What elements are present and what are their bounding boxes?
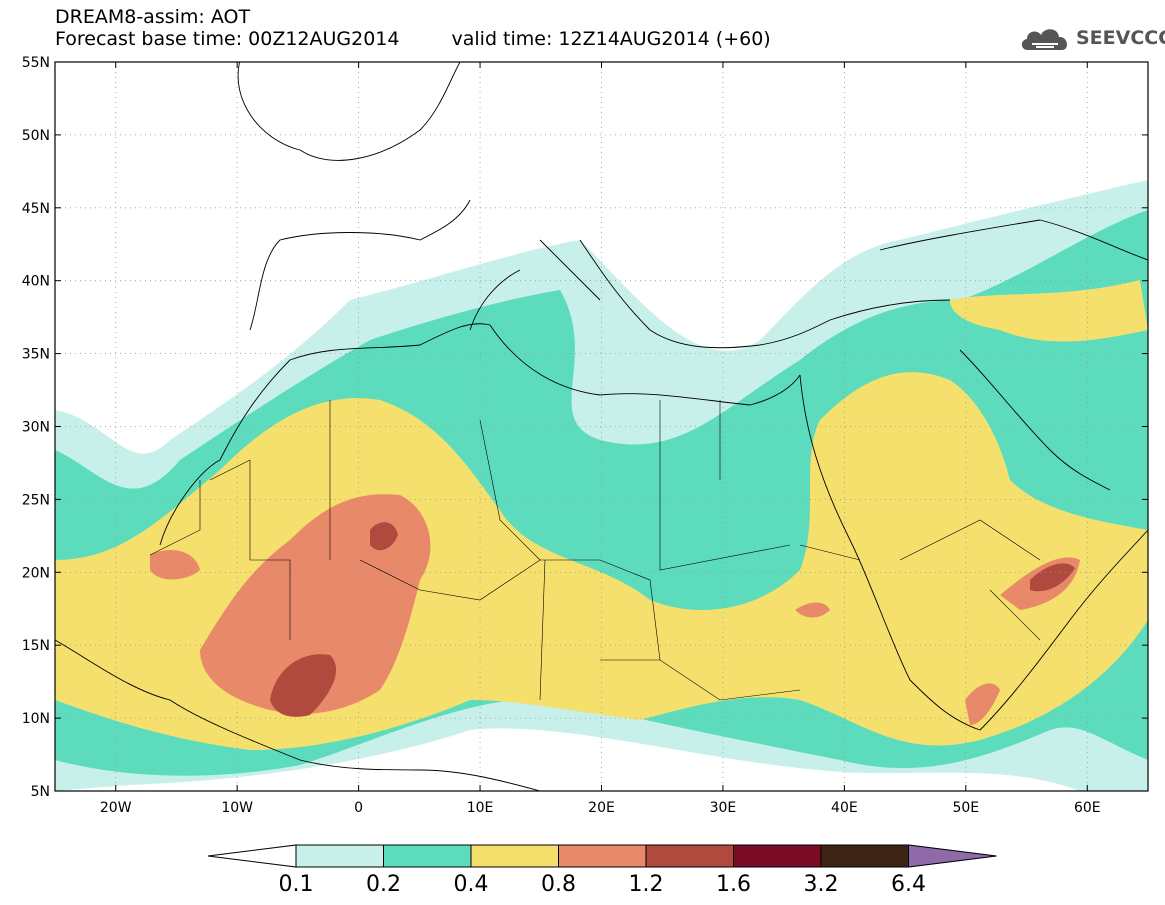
colorbar-label: 0.4 (454, 872, 489, 897)
lat-tick-label: 30N (22, 420, 50, 436)
lon-tick-label: 20E (588, 800, 615, 816)
aot-contour-1.2-north (370, 522, 398, 551)
colorbar-swatch (733, 844, 822, 868)
lat-tick-label: 25N (22, 492, 50, 508)
lon-tick-label: 40E (831, 800, 858, 816)
aot-field (55, 180, 1148, 791)
aot-contour-0.4-mideast (950, 280, 1148, 342)
lat-tick-label: 15N (22, 638, 50, 654)
lat-tick-label: 10N (22, 711, 50, 727)
colorbar-high-arrow (908, 844, 997, 868)
base-time: Forecast base time: 00Z12AUG2014 (55, 28, 400, 50)
colorbar-swatch (470, 844, 559, 868)
lat-tick-label: 55N (22, 55, 50, 71)
lat-tick-label: 45N (22, 201, 50, 217)
lon-tick-label: 0 (354, 800, 363, 816)
lat-tick-label: 40N (22, 274, 50, 290)
colorbar-label: 0.1 (279, 872, 314, 897)
aot-contour-0.8-west (150, 550, 200, 580)
title-block: DREAM8-assim: AOT Forecast base time: 00… (55, 6, 771, 50)
colorbar-label: 3.2 (804, 872, 839, 897)
aot-contour-1.2-oman (1030, 563, 1075, 592)
colorbar-low-arrow (207, 844, 297, 868)
colorbar-labels: 0.1 0.2 0.4 0.8 1.2 1.6 3.2 6.4 (279, 872, 927, 897)
lat-tick-label: 35N (22, 347, 50, 363)
lat-tick-label: 5N (31, 784, 50, 800)
colorbar-label: 0.2 (366, 872, 401, 897)
time-line: Forecast base time: 00Z12AUG2014 valid ti… (55, 28, 771, 50)
lon-tick-label: 30E (710, 800, 737, 816)
colorbar-swatch (295, 844, 384, 868)
lat-tick-label: 50N (22, 128, 50, 144)
country-borders (149, 400, 1041, 701)
seevccc-logo: SEEVCCC (1018, 22, 1165, 54)
aot-contour-1.2 (270, 654, 337, 717)
coastlines (55, 62, 1148, 791)
map-title: DREAM8-assim: AOT (55, 6, 251, 28)
colorbar (207, 844, 997, 868)
latitude-labels: 55N 50N 45N 40N 35N 30N 25N 20N 15N 10N 5N (22, 55, 50, 800)
lon-tick-label: 10W (221, 800, 253, 816)
colorbar-swatch (645, 844, 734, 868)
aot-contour-0.8-horn (965, 683, 1000, 725)
logo-text: SEEVCCC (1076, 27, 1165, 49)
colorbar-label: 1.2 (629, 872, 664, 897)
valid-time: valid time: 12Z14AUG2014 (+60) (451, 28, 771, 50)
map-gridlines (55, 62, 1148, 791)
lon-tick-label: 10E (467, 800, 494, 816)
aot-contour-0.8-red-sea (795, 602, 830, 618)
axis-ticks (55, 61, 1148, 792)
colorbar-label: 6.4 (891, 872, 926, 897)
colorbar-swatch (558, 844, 647, 868)
colorbar-label: 1.6 (716, 872, 751, 897)
cloud-icon (1021, 29, 1068, 50)
colorbar-swatch (820, 844, 909, 868)
lat-tick-label: 20N (22, 565, 50, 581)
colorbar-label: 0.8 (541, 872, 576, 897)
colorbar-swatch (383, 844, 472, 868)
lon-tick-label: 50E (952, 800, 979, 816)
lon-tick-label: 20W (100, 800, 132, 816)
lon-tick-label: 60E (1074, 800, 1101, 816)
longitude-labels: 20W 10W 0 10E 20E 30E 40E 50E 60E (100, 800, 1101, 816)
aot-contour-0.8 (200, 494, 431, 714)
